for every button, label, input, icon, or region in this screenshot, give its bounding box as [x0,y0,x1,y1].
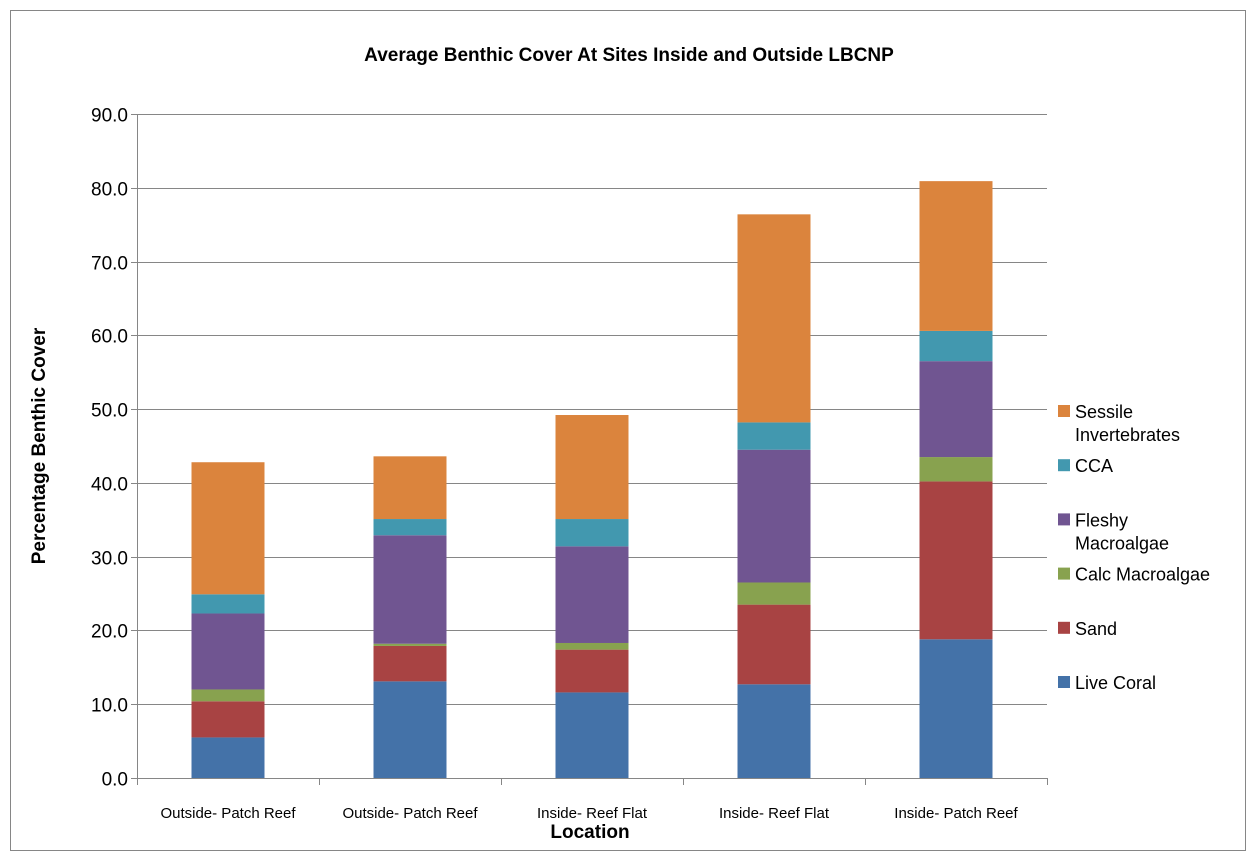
bar-segment [555,692,629,778]
bar-segment [373,519,447,536]
legend: Sessile Invertebrates CCA Fleshy Macroalgae C… [1058,402,1210,693]
bar-segment [555,415,629,520]
bar-segment [373,681,447,778]
bar-segment [919,181,993,331]
legend-swatch [1058,567,1070,580]
bar-segment [555,649,629,693]
y-tick-label: 20.0 [91,622,128,643]
x-axis-title: Location [550,822,629,843]
bar-segment [373,643,447,646]
bar-segment [555,642,629,650]
bar-segment [919,361,993,458]
y-tick-label: 50.0 [91,401,128,422]
y-tick-label: 60.0 [91,327,128,348]
y-tick-label: 10.0 [91,696,128,717]
y-tick-label: 70.0 [91,254,128,275]
bar-segment [191,462,265,595]
bar-segment [191,594,265,614]
legend-label: Calc Macroalgae [1075,565,1210,585]
y-axis-ticks: 0.0 10.0 20.0 30.0 40.0 50.0 60.0 70.0 80.0 90.0 [91,106,137,791]
y-axis-title: Percentage Benthic Cover [29,327,50,564]
x-tick-label: Inside- Patch Reef [894,805,1018,822]
x-tick-label: Inside- Reef Flat [537,805,648,822]
gridlines [137,114,1047,705]
bar-segment [191,701,265,738]
chart-title: Average Benthic Cover At Sites Inside an… [364,45,894,66]
bar-segment [191,613,265,690]
x-tick-label: Outside- Patch Reef [160,805,296,822]
legend-swatch [1058,513,1070,526]
bar-segment [919,639,993,778]
y-tick-label: 80.0 [91,180,128,201]
legend-label: Sand [1075,619,1117,639]
legend-swatch [1058,676,1070,688]
bar-segment [373,645,447,682]
bar-segment [919,457,993,482]
bar-segment [555,546,629,643]
y-tick-label: 90.0 [91,106,128,127]
bar-segment [919,481,993,640]
legend-swatch [1058,459,1070,472]
legend-label: CCA [1075,456,1113,476]
bar-segment [737,449,811,583]
bar-segment [191,737,265,778]
y-tick-label: 30.0 [91,549,128,570]
bar-segment [919,330,993,362]
y-tick-label: 0.0 [102,770,128,791]
legend-swatch [1058,405,1070,417]
legend-label: Fleshy Macroalgae [1075,510,1169,553]
axes [137,114,1048,785]
legend-label: Sessile Invertebrates [1075,402,1180,445]
bar-segment [737,604,811,685]
bar-segment [737,422,811,450]
bar-segment [737,214,811,423]
bar-segment [737,684,811,778]
bar-segment [373,535,447,644]
x-tick-label: Outside- Patch Reef [342,805,478,822]
bar-segment [555,519,629,547]
bar-segment [737,582,811,605]
bar-segment [191,689,265,702]
y-tick-label: 40.0 [91,475,128,496]
legend-swatch [1058,621,1070,634]
x-axis-ticks: Outside- Patch Reef Outside- Patch Reef In… [160,805,1018,822]
bar-segment [373,456,447,520]
x-tick-label: Inside- Reef Flat [719,805,830,822]
bars [191,181,993,778]
legend-label: Live Coral [1075,673,1156,693]
